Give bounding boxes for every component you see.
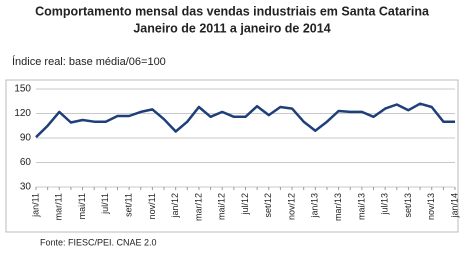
x-tick-label: set/11 [123, 193, 133, 217]
x-tick-label: mai/13 [356, 193, 366, 220]
x-tick-label: mar/12 [193, 193, 203, 221]
y-label: Índice real: base média/06=100 [12, 55, 166, 68]
y-tick-label: 150 [14, 84, 31, 95]
x-tick-label: set/12 [263, 193, 273, 218]
source: Fonte: FIESC/PEI. CNAE 2.0 [40, 237, 157, 247]
chart-title: Comportamento mensal das vendas industri… [35, 4, 430, 18]
x-tick-label: mar/13 [333, 193, 343, 221]
x-tick-label: jan/11 [30, 193, 40, 218]
x-tick-label: jul/12 [240, 193, 250, 216]
x-tick-label: jul/13 [380, 193, 390, 216]
x-tick-label: mar/11 [54, 193, 64, 220]
x-tick-label: jan/12 [170, 193, 180, 219]
x-tick-label: jan/14 [449, 193, 459, 219]
y-tick-label: 60 [20, 157, 32, 168]
x-tick-label: nov/11 [147, 193, 157, 219]
x-tick-label: set/13 [403, 193, 413, 218]
x-tick-label: jul/11 [100, 193, 110, 215]
y-tick-label: 90 [20, 133, 32, 144]
y-tick-label: 120 [14, 108, 31, 119]
x-tick-label: mai/12 [217, 193, 227, 220]
x-tick-label: nov/12 [286, 193, 296, 220]
x-tick-label: mai/11 [77, 193, 87, 219]
y-tick-label: 30 [20, 182, 32, 193]
data-line [35, 102, 455, 139]
x-tick-label: jan/13 [310, 193, 320, 219]
chart-subtitle: Janeiro de 2011 a janeiro de 2014 [133, 21, 330, 35]
x-tick-label: nov/13 [426, 193, 436, 220]
chart-frame [5, 79, 459, 233]
